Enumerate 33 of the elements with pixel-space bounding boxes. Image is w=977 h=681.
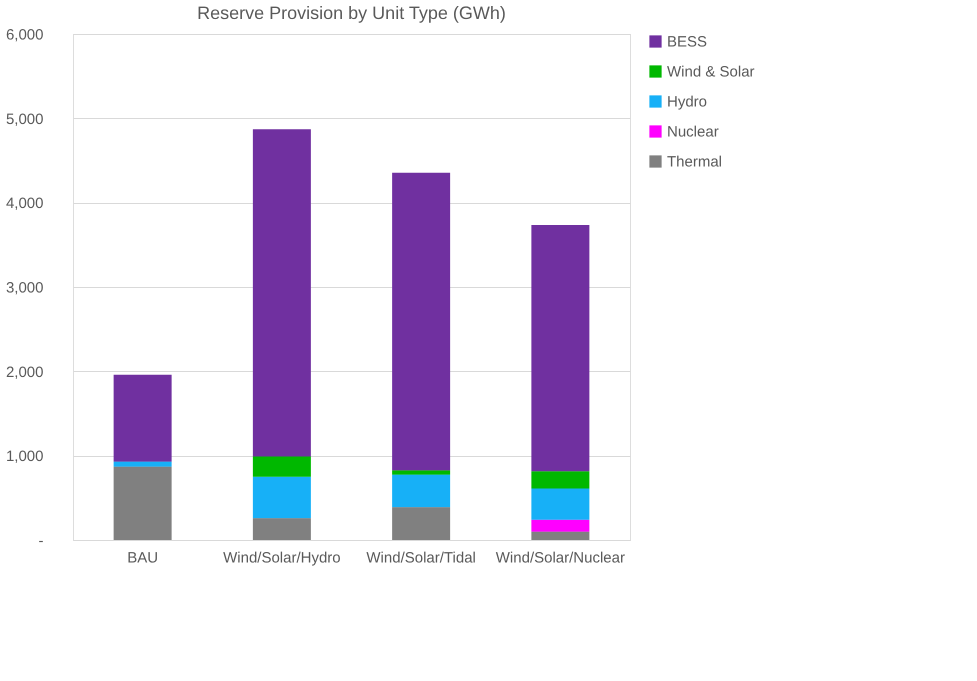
bar — [252, 456, 311, 477]
bar — [531, 520, 590, 532]
bar — [252, 518, 311, 540]
x-tick-label: Wind/Solar/Tidal — [366, 550, 476, 566]
bar — [531, 532, 590, 540]
bar — [392, 172, 450, 470]
bar — [392, 474, 450, 508]
legend-label: BESS — [667, 34, 708, 50]
legend-label: Wind & Solar — [667, 64, 755, 80]
legend-label: Thermal — [667, 154, 722, 170]
bar — [531, 488, 590, 520]
bar — [252, 476, 311, 518]
legend-label: Nuclear — [667, 124, 719, 140]
y-tick-label: 2,000 — [6, 364, 44, 381]
bar — [392, 507, 450, 540]
x-tick-label: Wind/Solar/Hydro — [223, 550, 341, 566]
legend-label: Hydro — [667, 94, 708, 110]
y-tick-label: 1,000 — [6, 448, 44, 466]
bar — [531, 225, 590, 472]
bar — [252, 129, 311, 457]
y-tick-label: 4,000 — [6, 195, 44, 212]
x-tick-label: Wind/Solar/Nuclear — [496, 550, 625, 566]
y-tick-label: - — [38, 532, 44, 550]
bar — [392, 470, 450, 475]
y-tick-label: 6,000 — [6, 26, 44, 44]
y-tick-label: 3,000 — [6, 280, 44, 296]
chart-title: Reserve Provision by Unit Type (GWh) — [197, 3, 506, 23]
bar — [114, 462, 172, 467]
bar — [531, 471, 590, 489]
x-tick-label: BAU — [127, 550, 158, 566]
bar — [114, 466, 172, 540]
y-tick-label: 5,000 — [6, 110, 44, 128]
bar — [114, 374, 172, 462]
